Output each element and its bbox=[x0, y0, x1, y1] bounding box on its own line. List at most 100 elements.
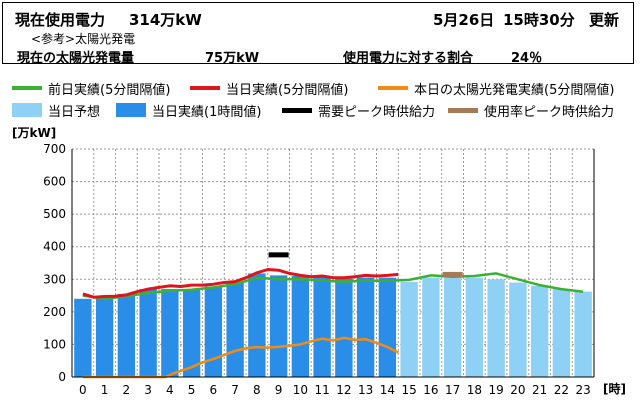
x-axis-label: [時] bbox=[603, 381, 626, 396]
legend-item-usage-peak: 使用率ピーク時供給力 bbox=[448, 100, 614, 120]
bar bbox=[269, 275, 288, 377]
bar bbox=[117, 293, 136, 377]
legend-label: 前日実績(5分間隔値) bbox=[48, 82, 171, 98]
legend-label: 当日実績(5分間隔値) bbox=[226, 82, 349, 98]
x-tick-label: 19 bbox=[488, 383, 503, 397]
y-tick-label: 200 bbox=[43, 305, 66, 319]
x-tick-label: 0 bbox=[79, 383, 87, 397]
x-tick-label: 23 bbox=[575, 383, 590, 397]
current-usage-value: 314万kW bbox=[129, 11, 202, 29]
legend-swatch bbox=[12, 86, 42, 90]
bar bbox=[378, 277, 397, 377]
legend-swatch bbox=[282, 107, 312, 113]
solar-reference-label: <参考>太陽光発電 bbox=[31, 32, 136, 46]
solar-ratio-value: 24％ bbox=[511, 51, 543, 66]
x-tick-label: 7 bbox=[231, 383, 239, 397]
bar bbox=[487, 279, 505, 377]
bar bbox=[509, 282, 527, 377]
legend-label: 使用率ピーク時供給力 bbox=[484, 104, 615, 120]
x-tick-label: 22 bbox=[554, 383, 569, 397]
legend-swatch bbox=[12, 103, 42, 117]
y-tick-label: 0 bbox=[58, 370, 66, 384]
x-tick-label: 12 bbox=[336, 383, 351, 397]
bar bbox=[465, 277, 484, 377]
y-tick-label: 100 bbox=[43, 337, 66, 351]
x-tick-label: 3 bbox=[144, 383, 152, 397]
solar-output-value: 75万kW bbox=[205, 51, 260, 66]
legend-swatch bbox=[448, 107, 478, 113]
peak-marker bbox=[268, 252, 289, 258]
series-lines bbox=[82, 268, 584, 379]
current-usage-label: 現在使用電力 bbox=[15, 11, 106, 29]
legend-swatch bbox=[190, 86, 220, 90]
x-tick-label: 5 bbox=[188, 383, 196, 397]
x-tick-label: 13 bbox=[358, 383, 373, 397]
x-tick-label: 17 bbox=[445, 383, 460, 397]
legend-label: 本日の太陽光発電実績(5分間隔値) bbox=[414, 82, 615, 98]
x-tick-label: 14 bbox=[380, 383, 395, 397]
x-tick-label: 4 bbox=[166, 383, 174, 397]
peak-markers bbox=[268, 252, 463, 277]
series-line bbox=[82, 268, 399, 299]
legend-item-today-hourly: 当日実績(1時間値) bbox=[116, 100, 261, 120]
legend-item-solar: 本日の太陽光発電実績(5分間隔値) bbox=[378, 78, 614, 98]
x-tick-label: 16 bbox=[423, 383, 438, 397]
series-line bbox=[82, 336, 399, 379]
bar bbox=[139, 289, 157, 377]
x-tick-label: 18 bbox=[467, 383, 482, 397]
bar bbox=[335, 278, 353, 377]
bar bbox=[248, 273, 266, 377]
x-tick-label: 1 bbox=[101, 383, 109, 397]
bars bbox=[74, 273, 592, 377]
x-tick-label: 2 bbox=[123, 383, 131, 397]
x-tick-label: 6 bbox=[210, 383, 218, 397]
legend-label: 需要ピーク時供給力 bbox=[318, 104, 436, 120]
legend-item-today-5min: 当日実績(5分間隔値) bbox=[190, 78, 348, 98]
update-time: 15時30分 bbox=[503, 11, 575, 29]
bar bbox=[95, 297, 114, 377]
y-axis-label: [万kW] bbox=[12, 126, 56, 140]
bar bbox=[182, 289, 201, 377]
legend-item-previous-day: 前日実績(5分間隔値) bbox=[12, 78, 170, 98]
x-tick-label: 20 bbox=[510, 383, 525, 397]
x-tick-label: 9 bbox=[275, 383, 283, 397]
y-tick-label: 600 bbox=[43, 175, 66, 189]
chart-legend: 前日実績(5分間隔値) 当日実績(5分間隔値) 本日の太陽光発電実績(5分間隔値… bbox=[0, 78, 640, 122]
y-tick-label: 500 bbox=[43, 207, 66, 221]
bar bbox=[552, 289, 571, 377]
x-tick-label: 11 bbox=[314, 383, 329, 397]
x-tick-label: 15 bbox=[401, 383, 416, 397]
x-tick-label: 21 bbox=[532, 383, 547, 397]
y-tick-label: 300 bbox=[43, 272, 66, 286]
update-date: 5月26日 bbox=[433, 11, 495, 29]
solar-ratio-label: 使用電力に対する割合 bbox=[343, 51, 474, 66]
bar bbox=[422, 277, 440, 377]
y-tick-label: 400 bbox=[43, 240, 66, 254]
legend-swatch bbox=[116, 103, 146, 117]
bar bbox=[204, 286, 223, 377]
bar bbox=[74, 298, 92, 377]
series-line bbox=[82, 272, 584, 301]
bar bbox=[226, 282, 244, 377]
bar bbox=[400, 281, 418, 377]
legend-swatch bbox=[378, 86, 408, 90]
x-tick-label: 8 bbox=[253, 383, 261, 397]
update-label: 更新 bbox=[589, 11, 620, 29]
bar bbox=[443, 276, 462, 377]
bar bbox=[161, 289, 179, 377]
bar bbox=[291, 276, 310, 377]
x-tick-label: 10 bbox=[293, 383, 308, 397]
solar-output-label: 現在の太陽光発電量 bbox=[17, 51, 135, 66]
legend-label: 当日実績(1時間値) bbox=[152, 104, 262, 120]
legend-item-forecast: 当日予想 bbox=[12, 100, 100, 120]
legend-label: 当日予想 bbox=[48, 104, 101, 120]
legend-item-demand-peak: 需要ピーク時供給力 bbox=[282, 100, 435, 120]
peak-marker bbox=[442, 271, 463, 277]
bar bbox=[313, 277, 331, 377]
bar bbox=[530, 285, 549, 377]
bar bbox=[356, 277, 375, 377]
info-panel: 現在使用電力 314万kW 5月26日 15時30分 更新 <参考>太陽光発電 … bbox=[2, 2, 634, 66]
